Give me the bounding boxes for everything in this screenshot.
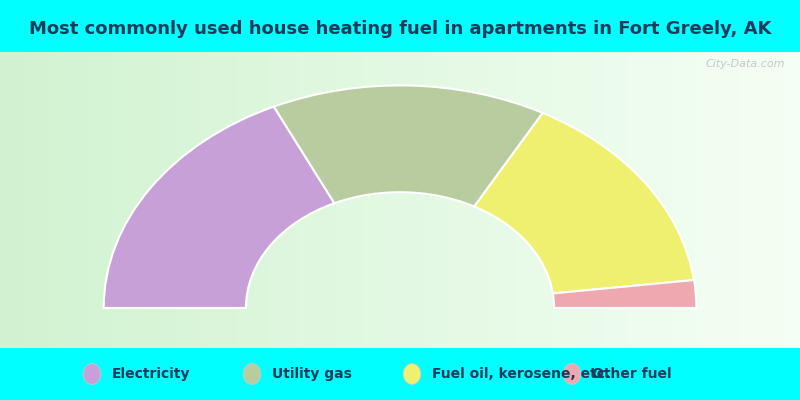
Text: Other fuel: Other fuel [592,367,672,381]
Ellipse shape [563,364,581,384]
Ellipse shape [83,364,101,384]
Wedge shape [104,106,334,308]
Ellipse shape [403,364,421,384]
Text: Electricity: Electricity [112,367,190,381]
Wedge shape [274,85,542,206]
Wedge shape [553,280,696,308]
Text: Utility gas: Utility gas [272,367,352,381]
Wedge shape [474,113,694,294]
Ellipse shape [243,364,261,384]
Text: Most commonly used house heating fuel in apartments in Fort Greely, AK: Most commonly used house heating fuel in… [29,20,771,38]
Text: Fuel oil, kerosene, etc.: Fuel oil, kerosene, etc. [432,367,610,381]
Text: City-Data.com: City-Data.com [706,59,785,69]
